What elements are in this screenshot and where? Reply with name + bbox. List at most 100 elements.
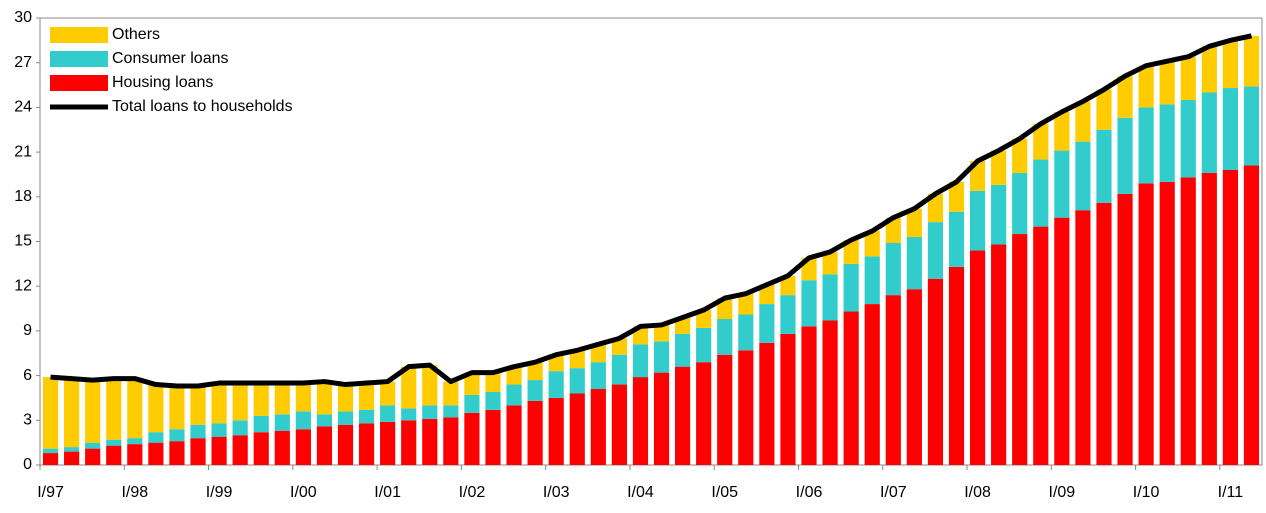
bar <box>422 405 438 419</box>
bar <box>1054 111 1070 151</box>
bar <box>380 421 396 465</box>
bar <box>1117 76 1133 118</box>
bar <box>1054 217 1070 465</box>
bar <box>464 372 480 395</box>
bar <box>337 384 354 412</box>
bar <box>527 400 543 465</box>
bar <box>653 372 670 465</box>
bar <box>211 383 227 424</box>
bar <box>190 386 206 425</box>
bar <box>1033 123 1049 160</box>
legend-swatch <box>50 51 108 67</box>
bar <box>548 397 564 465</box>
bar <box>1201 46 1217 93</box>
bar <box>611 384 627 465</box>
x-tick-label: I/09 <box>1049 484 1076 501</box>
bar <box>738 293 754 315</box>
bar <box>927 222 944 279</box>
bar <box>696 310 712 328</box>
line-series <box>50 33 1252 389</box>
bar <box>653 341 670 373</box>
bar <box>969 250 986 465</box>
bar <box>1054 150 1070 218</box>
bar <box>316 381 333 415</box>
bar <box>759 342 775 465</box>
x-tick-label: I/07 <box>880 484 907 501</box>
bar <box>422 365 438 406</box>
bar <box>127 438 143 445</box>
bar <box>1222 169 1238 466</box>
y-tick-label: 12 <box>14 277 32 294</box>
bar <box>780 295 796 334</box>
bar <box>611 338 627 355</box>
bar <box>211 423 227 437</box>
bar <box>717 298 733 319</box>
bar <box>358 423 375 465</box>
bar <box>148 432 164 443</box>
bar <box>127 378 143 439</box>
bar <box>675 333 691 367</box>
bar <box>969 161 986 191</box>
bar <box>358 409 375 424</box>
bar <box>1138 107 1154 184</box>
bar <box>422 418 438 465</box>
bar <box>717 318 733 355</box>
bar <box>1201 172 1217 465</box>
bar <box>548 354 564 372</box>
bar <box>443 381 459 406</box>
bar <box>1243 35 1260 87</box>
bar <box>1180 99 1196 178</box>
bar <box>653 324 670 342</box>
bar <box>611 354 627 385</box>
legend-swatch <box>50 27 108 43</box>
bar <box>64 451 80 465</box>
bar <box>232 420 248 436</box>
y-tick-label: 24 <box>14 99 32 116</box>
bar <box>1138 65 1154 108</box>
bar <box>506 366 522 385</box>
bar <box>632 344 649 378</box>
bar <box>295 411 311 430</box>
x-tick-label: I/11 <box>1218 484 1244 501</box>
bar <box>106 439 122 446</box>
legend-label: Total loans to households <box>112 98 293 115</box>
bar <box>42 448 59 454</box>
bar <box>1012 172 1028 235</box>
bar <box>1159 104 1175 182</box>
bar <box>675 317 691 334</box>
bar <box>991 184 1007 245</box>
bar <box>337 424 354 465</box>
y-tick-label: 21 <box>14 143 32 160</box>
bar <box>696 327 712 363</box>
bar <box>148 384 164 433</box>
bar <box>274 430 290 465</box>
bar <box>274 414 290 431</box>
bar <box>759 304 775 343</box>
bar <box>948 211 965 267</box>
bar <box>569 350 585 369</box>
x-tick-label: I/08 <box>964 484 991 501</box>
bar <box>843 311 859 465</box>
bar <box>906 208 922 238</box>
bar <box>506 384 522 406</box>
bar <box>85 442 101 449</box>
bar <box>506 405 522 465</box>
bar <box>1243 86 1260 166</box>
bar <box>464 394 480 413</box>
y-tick-label: 6 <box>23 367 32 384</box>
bar <box>822 251 838 275</box>
bar <box>1180 56 1196 100</box>
bar <box>85 448 101 465</box>
bar <box>148 442 164 465</box>
bar <box>211 436 227 465</box>
bar <box>527 380 543 401</box>
y-tick-label: 27 <box>14 54 32 71</box>
bar <box>1012 138 1028 173</box>
bar <box>590 344 606 363</box>
bar <box>295 429 311 465</box>
bar <box>190 424 206 439</box>
bar <box>885 242 901 296</box>
bar <box>1222 40 1238 89</box>
bar <box>358 383 375 410</box>
